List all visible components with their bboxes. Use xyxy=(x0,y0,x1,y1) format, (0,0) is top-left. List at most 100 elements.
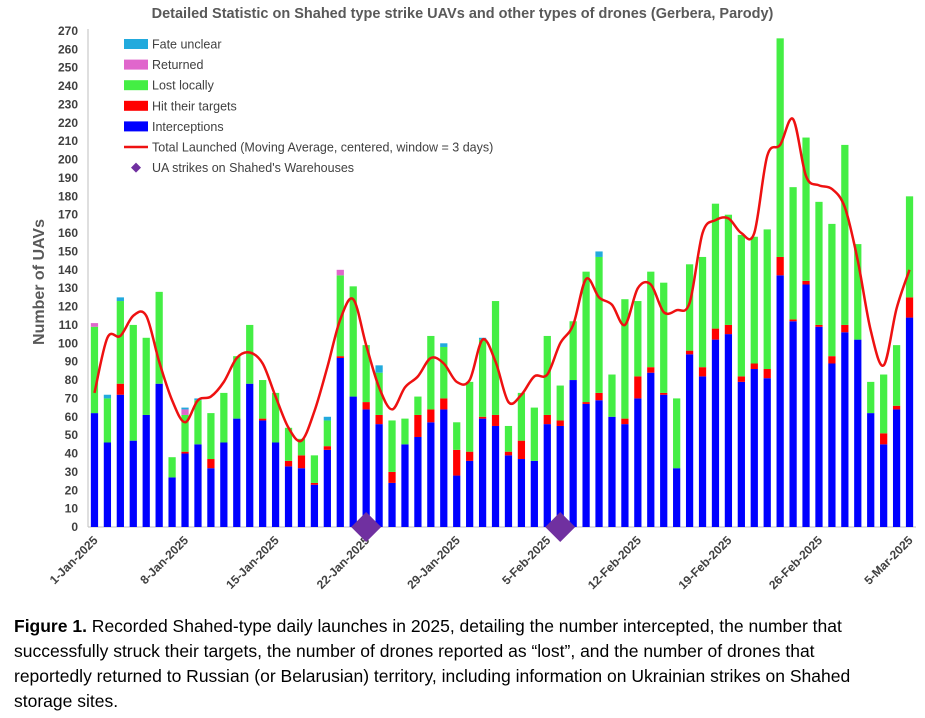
bar-segment-interceptions xyxy=(685,354,694,527)
y-tick-label: 220 xyxy=(58,116,78,130)
x-tick-label: 29-Jan-2025 xyxy=(404,533,463,592)
legend-label: Total Launched (Moving Average, centered… xyxy=(152,141,493,155)
bar-segment-interceptions xyxy=(168,477,176,527)
bar-segment-interceptions xyxy=(815,326,823,527)
bar-segment-lost-locally xyxy=(595,256,603,393)
bar-segment-interceptions xyxy=(194,444,202,527)
bar-segment-lost-locally xyxy=(297,438,306,456)
caption-text: Recorded Shahed-type daily launches in 2… xyxy=(14,616,851,711)
bar-segment-hit-their-targets xyxy=(297,455,306,469)
bar-stacks xyxy=(90,38,914,527)
bar-segment-hit-their-targets xyxy=(388,471,396,483)
y-tick-label: 140 xyxy=(58,263,78,277)
bar-segment-interceptions xyxy=(103,442,112,527)
bar-segment-returned xyxy=(181,409,189,415)
bar-segment-hit-their-targets xyxy=(543,414,551,425)
bar-segment-fate-unclear xyxy=(181,407,189,410)
y-tick-label: 130 xyxy=(58,281,78,295)
bar-segment-returned xyxy=(90,323,99,327)
bar-segment-lost-locally xyxy=(880,374,888,434)
bar-segment-interceptions xyxy=(362,409,370,527)
bar-segment-lost-locally xyxy=(440,346,448,399)
x-tick-label: 22-Jan-2025 xyxy=(314,533,373,592)
bar-segment-hit-their-targets xyxy=(595,392,603,401)
bar-segment-hit-their-targets xyxy=(427,409,435,423)
legend-diamond-swatch xyxy=(131,162,141,173)
bar-segment-interceptions xyxy=(828,363,836,527)
y-tick-label: 70 xyxy=(65,391,79,405)
bar-segment-interceptions xyxy=(724,334,733,527)
bar-segment-lost-locally xyxy=(401,418,409,445)
y-tick-label: 40 xyxy=(65,447,79,461)
y-tick-label: 10 xyxy=(65,502,79,516)
bar-segment-lost-locally xyxy=(478,339,487,417)
moving-average-line xyxy=(93,117,911,443)
bar-segment-hit-their-targets xyxy=(660,392,668,395)
bar-segment-lost-locally xyxy=(168,457,176,478)
bar-segment-interceptions xyxy=(750,369,758,527)
strike-marker-diamond xyxy=(545,512,576,542)
y-axis-label: Number of UAVs xyxy=(31,219,48,345)
bar-segment-hit-their-targets xyxy=(802,280,810,285)
bar-segment-hit-their-targets xyxy=(310,482,319,485)
bar-segment-interceptions xyxy=(776,275,784,527)
bar-segment-lost-locally xyxy=(362,345,370,403)
bar-segment-lost-locally xyxy=(724,214,733,325)
bar-segment-interceptions xyxy=(259,420,267,527)
bar-segment-hit-their-targets xyxy=(414,414,422,437)
x-tick-label: 5-Feb-2025 xyxy=(499,533,553,587)
bar-segment-interceptions xyxy=(491,425,500,527)
bar-segment-interceptions xyxy=(129,440,137,527)
y-tick-label: 180 xyxy=(58,189,78,203)
bar-segment-lost-locally xyxy=(634,301,642,377)
bar-segment-lost-locally xyxy=(349,286,357,397)
bar-segment-interceptions xyxy=(478,418,487,527)
bar-segment-interceptions xyxy=(427,422,435,527)
bar-segment-lost-locally xyxy=(673,398,681,469)
bar-segment-interceptions xyxy=(401,444,409,527)
bar-segment-lost-locally xyxy=(867,381,875,414)
bar-segment-lost-locally xyxy=(414,396,422,415)
bar-segment-interceptions xyxy=(246,383,254,527)
bar-segment-interceptions xyxy=(621,424,629,527)
bar-segment-hit-their-targets xyxy=(789,319,797,322)
legend-swatch xyxy=(124,100,148,111)
bar-segment-hit-their-targets xyxy=(466,451,474,461)
legend-label: Hit their targets xyxy=(152,99,237,113)
bar-segment-lost-locally xyxy=(517,392,526,441)
bar-segment-lost-locally xyxy=(284,427,293,461)
y-tick-label: 160 xyxy=(58,226,78,240)
bar-segment-hit-their-targets xyxy=(478,416,487,419)
bar-segment-interceptions xyxy=(880,444,888,527)
bar-segment-interceptions xyxy=(763,378,771,527)
bar-segment-lost-locally xyxy=(323,420,331,447)
caption-label: Figure 1. xyxy=(14,616,87,636)
legend-swatch xyxy=(124,39,148,49)
bar-segment-lost-locally xyxy=(142,337,150,415)
bar-segment-fate-unclear xyxy=(375,365,383,373)
legend-label: UA strikes on Shahed's Warehouses xyxy=(152,161,354,175)
legend-swatch xyxy=(124,59,148,70)
y-tick-label: 260 xyxy=(58,42,78,56)
bar-segment-lost-locally xyxy=(427,335,435,410)
bar-segment-interceptions xyxy=(854,339,862,527)
bar-segment-interceptions xyxy=(271,442,280,527)
bar-segment-hit-their-targets xyxy=(685,350,694,355)
bar-segment-hit-their-targets xyxy=(556,420,564,426)
legend-swatch xyxy=(124,80,148,91)
bar-segment-lost-locally xyxy=(530,407,538,461)
bar-segment-fate-unclear xyxy=(440,343,448,347)
bar-segment-lost-locally xyxy=(233,356,241,419)
legend: Fate unclear Returned Lost locally Hit thei… xyxy=(124,38,493,175)
moving-average-path xyxy=(93,117,911,443)
bar-segment-lost-locally xyxy=(491,301,500,415)
bar-segment-hit-their-targets xyxy=(634,376,642,399)
bar-segment-lost-locally xyxy=(453,422,461,450)
bar-segment-interceptions xyxy=(310,484,319,527)
bar-segment-lost-locally xyxy=(750,236,758,364)
bar-segment-interceptions xyxy=(673,468,681,527)
bar-segment-lost-locally xyxy=(737,234,745,377)
bar-segment-interceptions xyxy=(802,284,810,527)
y-axis: 0 10 20 30 40 50 60 70 80 90 100 110 120 130 140 150 160… xyxy=(58,24,89,534)
bar-segment-lost-locally xyxy=(246,324,254,384)
